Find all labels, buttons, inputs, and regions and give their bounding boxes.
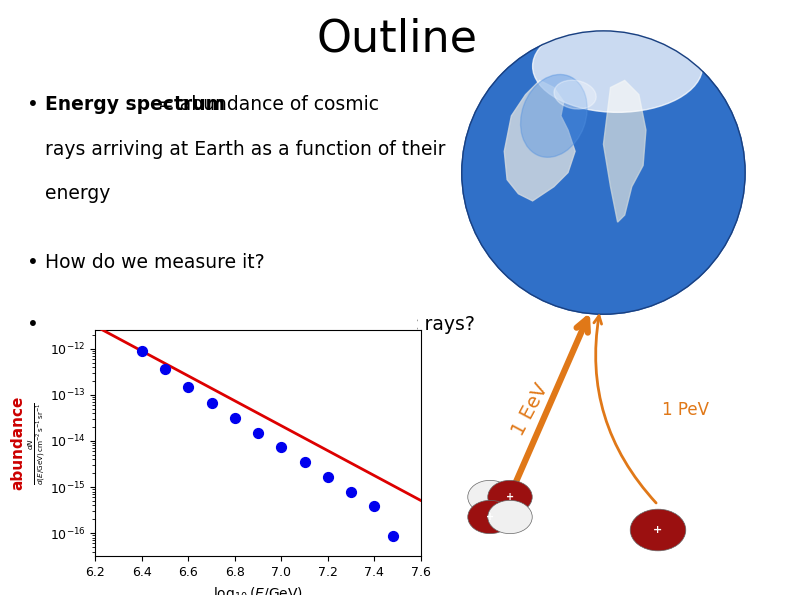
Point — [322, 472, 334, 482]
Text: abundance: abundance — [10, 396, 25, 490]
Text: Energy spectrum: Energy spectrum — [45, 95, 225, 114]
Text: energy: energy — [45, 184, 110, 203]
Point — [368, 502, 380, 511]
Circle shape — [462, 31, 745, 314]
Text: How do we measure it?: How do we measure it? — [45, 253, 265, 272]
Text: •: • — [27, 315, 39, 334]
Point — [182, 382, 195, 392]
Point — [252, 428, 264, 437]
Text: 1 EeV: 1 EeV — [508, 381, 552, 439]
Ellipse shape — [533, 20, 703, 112]
Text: •: • — [27, 95, 39, 114]
X-axis label: $\log_{10}(E/\mathrm{GeV})$: $\log_{10}(E/\mathrm{GeV})$ — [213, 585, 303, 595]
Point — [159, 365, 172, 374]
Y-axis label: $\frac{dN}{d(E/\mathrm{GeV})\,\mathrm{cm}^{-2}\,\mathrm{s}^{-1}\,\mathrm{sr}^{-1: $\frac{dN}{d(E/\mathrm{GeV})\,\mathrm{cm… — [27, 402, 48, 485]
Text: What do we learn from counting cosmic rays?: What do we learn from counting cosmic ra… — [45, 315, 475, 334]
Text: Outline: Outline — [317, 18, 477, 61]
Point — [229, 413, 241, 422]
Text: = abundance of cosmic: = abundance of cosmic — [152, 95, 379, 114]
Ellipse shape — [554, 80, 596, 109]
Text: +: + — [653, 525, 663, 535]
Ellipse shape — [521, 74, 587, 157]
Polygon shape — [603, 80, 646, 222]
Text: rays arriving at Earth as a function of their: rays arriving at Earth as a function of … — [45, 140, 445, 159]
Point — [275, 443, 287, 452]
Text: •: • — [27, 253, 39, 272]
Text: +: + — [486, 512, 494, 522]
Text: +: + — [506, 492, 514, 502]
Point — [387, 531, 399, 540]
Point — [299, 458, 311, 467]
Point — [345, 487, 357, 496]
Polygon shape — [504, 80, 575, 201]
Text: 1 PeV: 1 PeV — [661, 401, 708, 419]
Point — [136, 346, 148, 356]
Point — [205, 399, 218, 408]
